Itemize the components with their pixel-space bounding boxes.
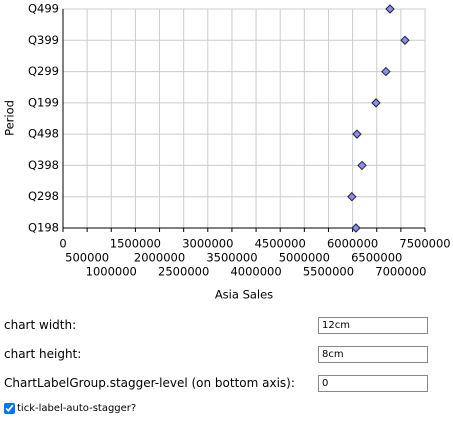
- field-label: ChartLabelGroup.stagger-level (on bottom…: [4, 376, 295, 390]
- x-tick-label: 3000000: [182, 237, 233, 251]
- field-label: chart height:: [4, 347, 82, 361]
- y-tick-label: Q299: [28, 64, 59, 78]
- x-tick-label: 1000000: [86, 265, 137, 279]
- x-tick-label: 2500000: [158, 265, 209, 279]
- text-input[interactable]: [318, 375, 428, 392]
- y-tick-label: Q499: [28, 2, 59, 16]
- x-tick-label: 7500000: [399, 237, 450, 251]
- checkbox-label: tick-label-auto-stagger?: [17, 403, 137, 414]
- text-input[interactable]: [318, 317, 428, 334]
- point: [351, 223, 361, 233]
- x-tick-label: 0: [59, 237, 66, 251]
- x-tick-label: 4000000: [230, 265, 281, 279]
- checkbox-row[interactable]: tick-label-auto-stagger?: [4, 403, 136, 414]
- x-tick-label: 6000000: [327, 237, 378, 251]
- x-tick-label: 7000000: [375, 265, 426, 279]
- plot-area: [62, 8, 426, 229]
- x-tick-label: 500000: [65, 251, 109, 265]
- x-tick-label: 4500000: [255, 237, 306, 251]
- field-label: chart width:: [4, 318, 77, 332]
- y-tick-label: Q399: [28, 33, 59, 47]
- x-tick-label: 3500000: [206, 251, 257, 265]
- y-tick-label: Q199: [28, 95, 59, 109]
- point: [400, 35, 410, 45]
- x-tick-label: 5500000: [303, 265, 354, 279]
- point: [381, 66, 391, 77]
- checkbox[interactable]: [4, 403, 15, 414]
- point: [352, 129, 362, 139]
- x-tick-label: 5000000: [279, 251, 330, 265]
- y-axis-label: Period: [3, 100, 17, 136]
- y-tick-label: Q198: [28, 221, 59, 235]
- x-axis-label: Asia Sales: [215, 288, 273, 302]
- chart: Period Asia Sales Q198 Q298 Q398 Q498 Q199 Q2…: [3, 2, 451, 302]
- x-tick-label: 2000000: [134, 251, 185, 265]
- x-tick-label: 6500000: [351, 251, 402, 265]
- point: [347, 192, 357, 202]
- y-tick-label: Q398: [28, 158, 59, 172]
- text-input[interactable]: [318, 346, 428, 363]
- y-tick-label: Q498: [28, 127, 59, 141]
- point: [385, 4, 395, 14]
- point: [357, 160, 367, 171]
- x-tick-label: 1500000: [110, 237, 161, 251]
- point: [371, 98, 381, 108]
- y-tick-label: Q298: [28, 189, 59, 203]
